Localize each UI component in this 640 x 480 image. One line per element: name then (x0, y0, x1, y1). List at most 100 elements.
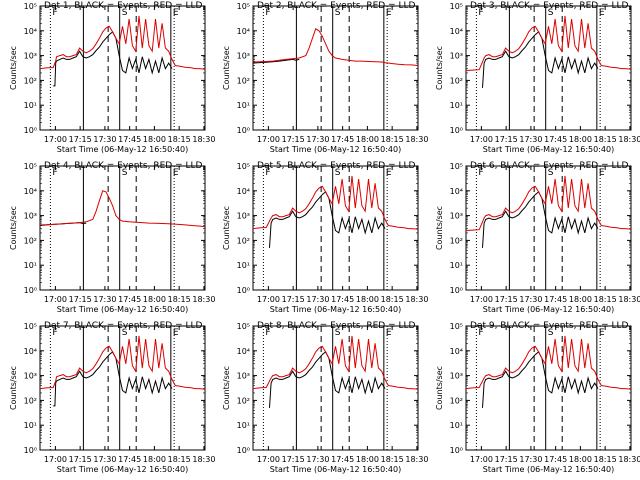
x-tick-label: 18:00 (356, 455, 379, 464)
series-line-lld (252, 28, 419, 66)
x-tick-label: 17:00 (44, 135, 67, 144)
x-tick-label: 17:30 (306, 295, 329, 304)
panel-det-3: F S E 10⁰ 10¹ 10² 10³ 10⁴ 10⁵ 17:00 17:15 17:30 17:4… (435, 1, 640, 154)
x-tick-label: 18:00 (143, 135, 166, 144)
plot-frame (39, 165, 206, 291)
x-axis-label: Start Time (06-May-12 16:50:40) (57, 305, 188, 314)
marker-label-e: E (599, 8, 605, 18)
y-tick-label: 10⁰ (237, 446, 250, 455)
series-line-lld (39, 335, 206, 390)
x-tick-label: 18:30 (192, 295, 215, 304)
x-tick-label: 18:30 (405, 455, 428, 464)
y-tick-label: 10⁰ (450, 446, 463, 455)
x-tick-label: 17:00 (470, 135, 493, 144)
y-axis-label: Counts/sec (9, 46, 18, 90)
x-tick-label: 17:45 (544, 455, 567, 464)
x-tick-label: 18:00 (143, 295, 166, 304)
x-tick-label: 18:30 (405, 295, 428, 304)
x-axis-label: Start Time (06-May-12 16:50:40) (483, 465, 614, 474)
x-axis-label: Start Time (06-May-12 16:50:40) (57, 145, 188, 154)
x-tick-label: 17:45 (331, 135, 354, 144)
series-line-lld (39, 15, 206, 70)
y-tick-label: 10¹ (450, 261, 463, 270)
marker-label-s: S (548, 328, 554, 338)
plot-frame (252, 165, 419, 291)
marker-label-e: E (386, 168, 392, 178)
marker-label-e: E (173, 8, 179, 18)
marker-label-f: F (265, 8, 270, 18)
y-tick-label: 10³ (24, 372, 37, 381)
x-tick-label: 17:15 (69, 135, 92, 144)
x-tick-label: 17:45 (118, 135, 141, 144)
x-tick-label: 18:00 (569, 135, 592, 144)
x-tick-label: 17:30 (306, 135, 329, 144)
y-axis-label: Counts/sec (9, 366, 18, 410)
x-tick-label: 18:30 (192, 455, 215, 464)
x-tick-label: 17:00 (257, 135, 280, 144)
y-tick-label: 10⁰ (24, 126, 37, 135)
y-tick-label: 10⁰ (237, 126, 250, 135)
x-tick-label: 18:30 (618, 135, 640, 144)
x-tick-label: 18:15 (168, 455, 191, 464)
series-line-events (269, 351, 386, 408)
y-tick-label: 10⁵ (450, 322, 463, 331)
y-tick-label: 10⁵ (237, 322, 250, 331)
y-tick-label: 10⁵ (450, 162, 463, 171)
series-line-lld (39, 190, 206, 228)
marker-label-f: F (52, 328, 57, 338)
x-tick-label: 17:30 (93, 455, 116, 464)
y-tick-label: 10⁰ (450, 126, 463, 135)
panel-det-9: F S E 10⁰ 10¹ 10² 10³ 10⁴ 10⁵ 17:00 17:15 17:30 17:4… (435, 321, 640, 474)
marker-label-f: F (478, 8, 483, 18)
y-tick-label: 10³ (237, 52, 250, 61)
y-axis-label: Counts/sec (222, 206, 231, 250)
marker-label-s: S (335, 8, 341, 18)
marker-label-e: E (599, 328, 605, 338)
marker-label-s: S (548, 168, 554, 178)
x-tick-label: 17:45 (331, 455, 354, 464)
x-tick-label: 18:15 (594, 455, 617, 464)
series-line-events (482, 351, 599, 408)
marker-label-s: S (335, 168, 341, 178)
series-line-lld (465, 15, 632, 71)
y-tick-label: 10¹ (450, 101, 463, 110)
x-tick-label: 18:15 (168, 135, 191, 144)
series-line-events (482, 191, 599, 248)
marker-label-e: E (386, 8, 392, 18)
y-tick-label: 10⁴ (450, 187, 463, 196)
x-tick-label: 17:30 (519, 295, 542, 304)
panel-det-8: F S E 10⁰ 10¹ 10² 10³ 10⁴ 10⁵ 17:00 17:15 17:30 17:4… (222, 321, 428, 474)
panel-title: Det 2, BLACK = Events, RED = LLD (257, 1, 416, 11)
y-tick-label: 10³ (450, 52, 463, 61)
marker-label-f: F (52, 8, 57, 18)
panel-title: Det 1, BLACK = Events, RED = LLD (44, 1, 203, 11)
x-tick-label: 17:45 (118, 455, 141, 464)
x-tick-label: 17:00 (44, 295, 67, 304)
y-tick-label: 10⁴ (24, 347, 37, 356)
y-tick-label: 10⁵ (24, 322, 37, 331)
y-tick-label: 10⁵ (24, 162, 37, 171)
y-tick-label: 10⁴ (237, 27, 250, 36)
panel-det-1: F S E 10⁰ 10¹ 10² 10³ 10⁴ 10⁵ 17:00 17:15 17:30 17:4… (9, 1, 215, 154)
y-tick-label: 10² (24, 76, 37, 85)
x-tick-label: 18:30 (405, 135, 428, 144)
plot-frame (465, 5, 632, 131)
x-tick-label: 17:00 (470, 455, 493, 464)
y-axis-label: Counts/sec (222, 46, 231, 90)
x-tick-label: 17:30 (93, 295, 116, 304)
x-tick-label: 18:15 (168, 295, 191, 304)
plot-frame (252, 5, 419, 131)
x-axis-label: Start Time (06-May-12 16:50:40) (270, 305, 401, 314)
x-tick-label: 17:15 (495, 135, 518, 144)
y-tick-label: 10² (237, 76, 250, 85)
y-tick-label: 10⁵ (237, 2, 250, 11)
marker-label-e: E (599, 168, 605, 178)
y-tick-label: 10⁰ (24, 286, 37, 295)
y-tick-label: 10³ (24, 52, 37, 61)
series-line-events (53, 31, 173, 87)
x-tick-label: 18:30 (192, 135, 215, 144)
series-line-events (482, 31, 599, 88)
plot-frame (465, 165, 632, 291)
marker-label-e: E (386, 328, 392, 338)
y-tick-label: 10¹ (24, 261, 37, 270)
